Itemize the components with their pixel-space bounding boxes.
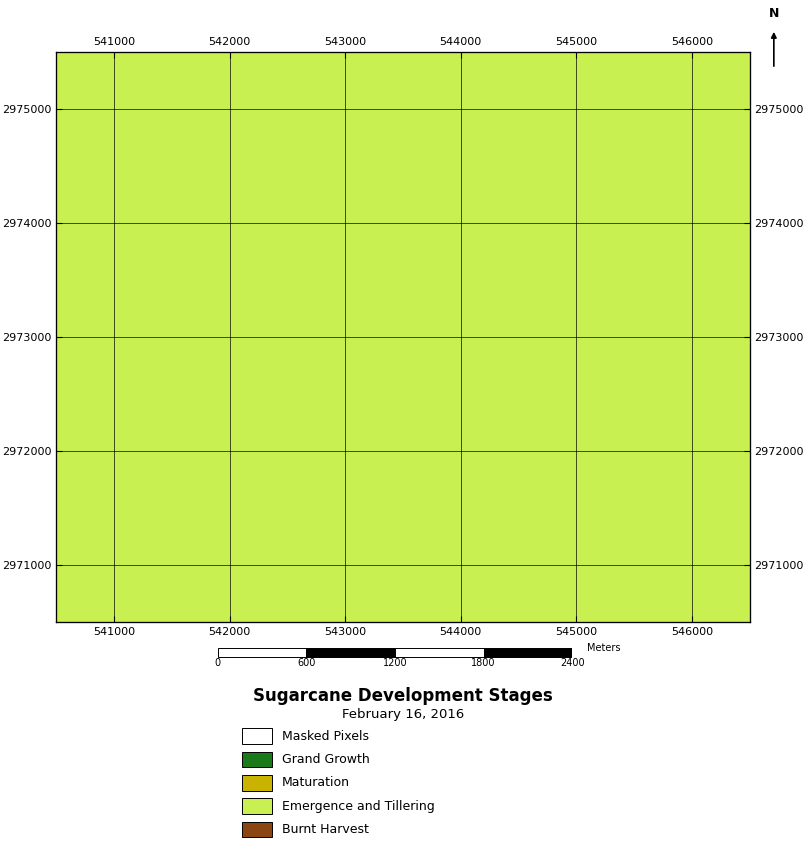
- Text: Maturation: Maturation: [282, 776, 350, 790]
- Text: Masked Pixels: Masked Pixels: [282, 729, 369, 743]
- Text: Meters: Meters: [587, 644, 621, 653]
- Text: Emergence and Tillering: Emergence and Tillering: [282, 799, 435, 813]
- Text: 600: 600: [297, 658, 315, 668]
- Text: 1800: 1800: [472, 658, 496, 668]
- Bar: [395, 648, 484, 657]
- Text: 0: 0: [214, 658, 221, 668]
- Text: February 16, 2016: February 16, 2016: [342, 708, 464, 721]
- Bar: [218, 648, 306, 657]
- Text: Sugarcane Development Stages: Sugarcane Development Stages: [253, 687, 553, 705]
- Text: 2400: 2400: [560, 658, 584, 668]
- Bar: [306, 648, 395, 657]
- Bar: [484, 648, 572, 657]
- Text: 1200: 1200: [383, 658, 407, 668]
- Text: Burnt Harvest: Burnt Harvest: [282, 823, 369, 836]
- Text: N: N: [769, 8, 779, 21]
- Text: Grand Growth: Grand Growth: [282, 753, 370, 766]
